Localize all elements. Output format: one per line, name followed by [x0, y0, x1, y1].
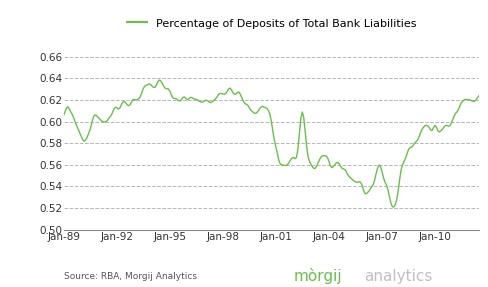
Text: mòrgij: mòrgij: [293, 268, 341, 284]
Text: analytics: analytics: [364, 269, 432, 284]
Legend: Percentage of Deposits of Total Bank Liabilities: Percentage of Deposits of Total Bank Lia…: [126, 18, 415, 28]
Text: Source: RBA, Morgij Analytics: Source: RBA, Morgij Analytics: [63, 272, 196, 281]
